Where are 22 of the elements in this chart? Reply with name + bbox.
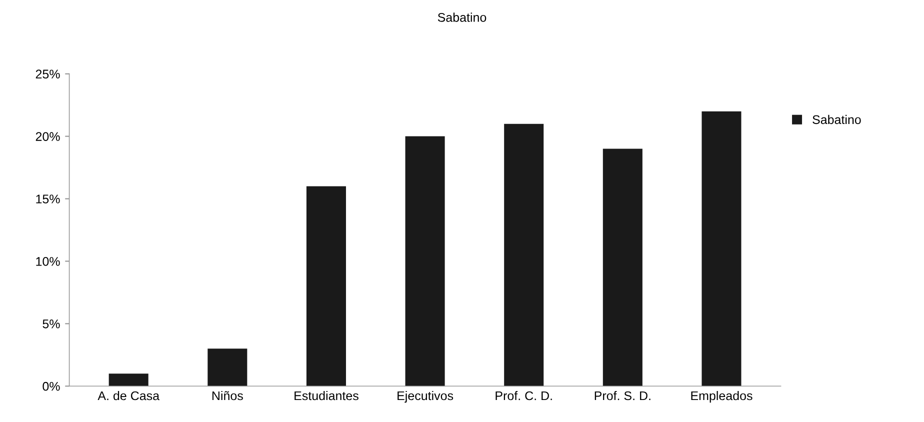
x-tick-label: A. de Casa <box>98 390 160 400</box>
bar <box>405 136 445 386</box>
y-tick-label: 25% <box>36 70 60 78</box>
bar <box>602 148 642 386</box>
x-tick-label: Prof. C. D. <box>496 391 552 400</box>
y-tick-label: 20% <box>36 132 60 141</box>
bar <box>504 124 544 386</box>
bar <box>208 348 248 386</box>
x-tick-label: Empleados <box>691 390 752 403</box>
bar <box>306 186 346 386</box>
chart-title: Sabatino <box>438 12 486 22</box>
y-tick-label: 5% <box>42 320 60 328</box>
bar <box>702 111 742 386</box>
x-tick-label: Ejecutivos <box>398 390 454 403</box>
y-tick-label: 10% <box>36 257 60 266</box>
y-tick-label: 15% <box>36 194 60 204</box>
x-tick-label: Prof. S. D. <box>594 391 650 400</box>
bar <box>108 374 148 386</box>
x-tick-label: Estudiantes <box>294 390 358 400</box>
legend-label: Sabatino <box>812 114 861 124</box>
y-tick-label: 0% <box>42 382 60 391</box>
x-tick-label: Niños <box>212 390 243 400</box>
